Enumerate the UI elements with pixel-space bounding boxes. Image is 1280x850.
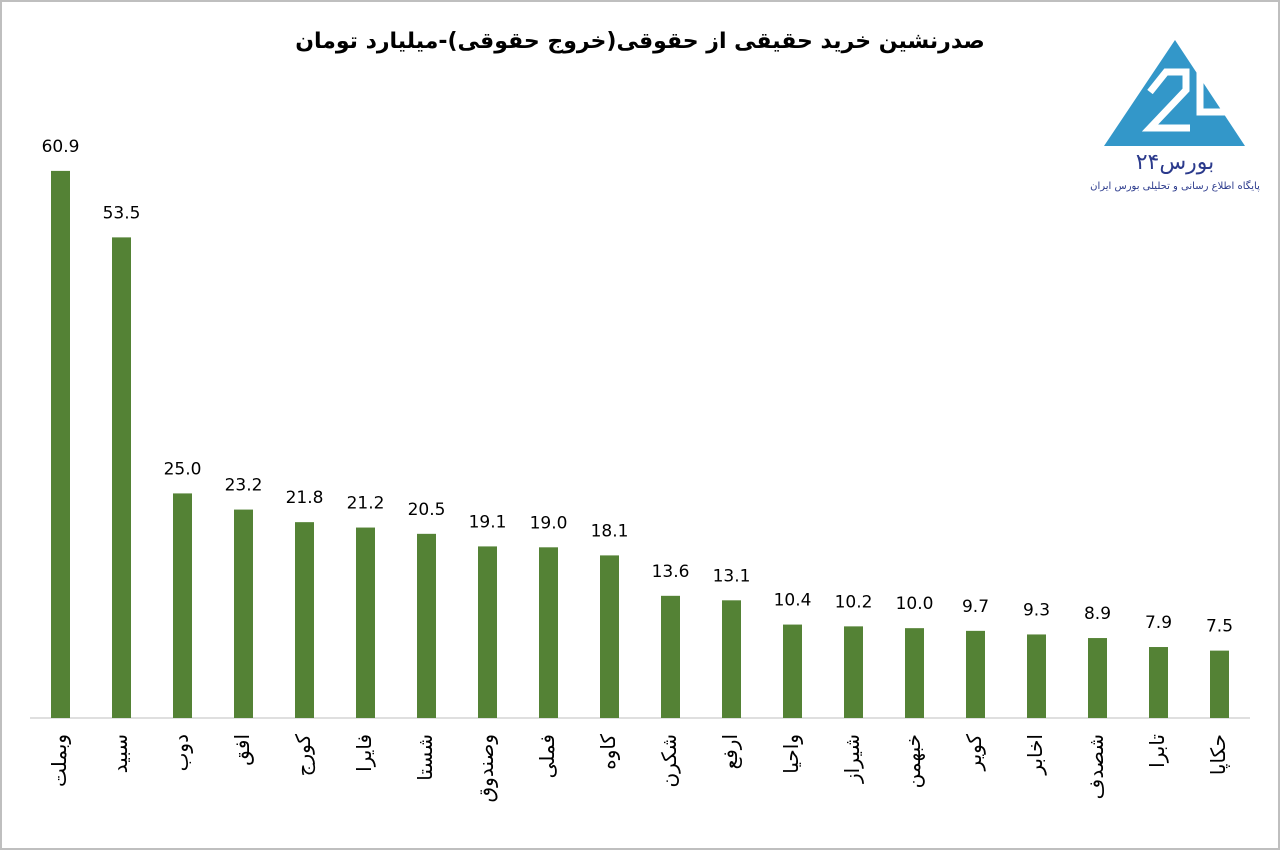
bar <box>234 509 253 718</box>
value-label: 10.2 <box>835 592 873 612</box>
bar <box>173 493 192 718</box>
x-tick-label: دوب <box>169 734 193 771</box>
x-tick-label: افق <box>230 734 254 766</box>
bar <box>417 533 436 718</box>
logo: بورس۲۴ پایگاه اطلاع رسانی و تحلیلی بورس … <box>1090 40 1260 192</box>
bar <box>905 628 924 718</box>
logo-glyph <box>1196 72 1228 116</box>
x-tick-label: حکاپا <box>1206 734 1231 775</box>
logo-triangle <box>1104 40 1245 146</box>
value-label: 21.2 <box>347 494 385 514</box>
bar <box>1149 647 1168 718</box>
bar <box>356 527 375 718</box>
value-label: 13.6 <box>652 562 690 582</box>
logo-name: بورس۲۴ <box>1136 150 1215 175</box>
x-tick-label: وصندوق <box>474 734 498 802</box>
value-label: 9.7 <box>962 597 989 617</box>
value-label: 20.5 <box>408 500 446 520</box>
bar <box>478 546 497 718</box>
value-label: 21.8 <box>286 488 324 508</box>
x-tick-label: کاوه <box>596 734 620 770</box>
logo-tagline: پایگاه اطلاع رسانی و تحلیلی بورس ایران <box>1090 180 1260 192</box>
value-label: 10.4 <box>774 591 812 611</box>
x-tick-label: وبملت <box>47 734 71 787</box>
bar <box>966 630 985 718</box>
logo-glyph <box>1141 68 1190 132</box>
bar <box>295 522 314 718</box>
value-label: 25.0 <box>164 459 202 479</box>
x-tick-label: شکرن <box>657 734 681 788</box>
bar <box>661 595 680 718</box>
x-tick-label: سبید <box>108 734 132 773</box>
value-label: 10.0 <box>896 594 934 614</box>
x-tick-label: ارفع <box>718 734 742 769</box>
x-tick-label: شستا <box>413 734 437 781</box>
x-tick-label: فملی <box>535 734 559 778</box>
x-tick-label: فایرا <box>352 734 376 772</box>
x-tick-label: واحیا <box>779 734 803 774</box>
bar <box>722 600 741 718</box>
value-label: 7.9 <box>1145 613 1172 633</box>
x-tick-label: تابرا <box>1145 734 1169 768</box>
bar <box>1210 650 1229 718</box>
bar <box>600 555 619 718</box>
value-label: 7.5 <box>1206 617 1233 637</box>
value-label: 9.3 <box>1023 600 1050 620</box>
x-tick-label: کویر <box>962 734 986 772</box>
bar <box>539 547 558 718</box>
value-label: 19.0 <box>530 513 568 533</box>
bar <box>844 626 863 718</box>
bar <box>1027 634 1046 718</box>
x-tick-label: خبهمن <box>901 734 925 788</box>
bar <box>1088 638 1107 718</box>
x-tick-label: اخابر <box>1023 734 1047 776</box>
value-label: 13.1 <box>713 566 751 586</box>
value-label: 23.2 <box>225 476 263 496</box>
value-label: 53.5 <box>103 203 141 223</box>
x-tick-label: شیراز <box>840 734 864 784</box>
value-label: 18.1 <box>591 521 629 541</box>
chart-title: صدرنشین خرید حقیقی از حقوقی(خروج حقوقی)-… <box>295 29 985 54</box>
value-label: 60.9 <box>42 137 80 157</box>
bar <box>112 237 131 718</box>
bar <box>783 624 802 718</box>
value-label: 19.1 <box>469 512 507 532</box>
value-label: 8.9 <box>1084 604 1111 624</box>
x-tick-label: کورج <box>291 734 315 777</box>
x-tick-label: شصدف <box>1084 734 1108 799</box>
bar <box>51 170 70 718</box>
